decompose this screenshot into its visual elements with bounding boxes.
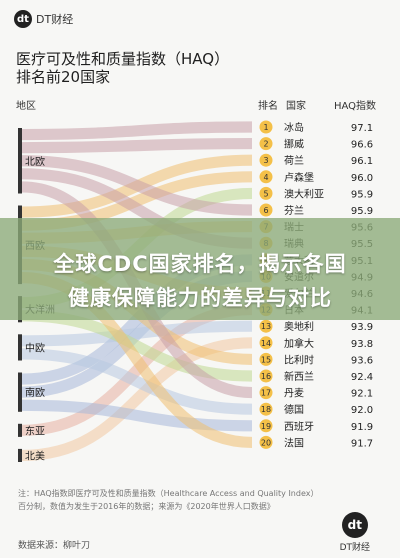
region-label-北欧: 北欧 [25, 156, 45, 168]
rank-header: 排名 [258, 101, 278, 112]
rank-label-16: 16 [261, 372, 271, 381]
rank-circle-4 [259, 170, 273, 184]
brand-mark-icon: dt [14, 10, 32, 28]
region-bar-北欧 [18, 128, 22, 194]
region-label-东亚: 东亚 [25, 424, 45, 437]
rank-circle-16 [259, 369, 273, 383]
haq-value-1: 97.1 [351, 123, 373, 134]
rank-label-13: 13 [261, 322, 271, 331]
bottom-brand-mark-icon: dt [341, 512, 368, 538]
rank-circle-13 [259, 319, 273, 333]
region-bar-北美 [18, 448, 22, 462]
country-label-14: 加拿大 [284, 337, 314, 350]
region-bar-中欧 [18, 334, 22, 361]
rank-label-3: 3 [263, 156, 268, 165]
flow-18 [21, 348, 253, 415]
rank-label-17: 17 [261, 389, 271, 398]
country-label-3: 荷兰 [284, 154, 304, 167]
rank-circle-15 [259, 352, 273, 366]
footnote-line-2: 百分制，数值为发生于2016年的数据；来源为《2020年世界人口数据》 [18, 502, 275, 511]
flow-14 [21, 337, 253, 462]
banner-line-2: 健康保障能力的差异与对比 [68, 286, 332, 310]
rank-circle-3 [259, 153, 273, 167]
rank-label-14: 14 [261, 339, 271, 348]
rank-label-20: 20 [261, 438, 271, 447]
region-label-北美: 北美 [25, 449, 45, 462]
rank-circle-14 [259, 336, 273, 350]
haq-value-4: 96.0 [351, 173, 373, 184]
country-label-18: 德国 [284, 403, 304, 416]
brand-name: DT财经 [36, 13, 74, 26]
country-label-13: 奥地利 [284, 320, 314, 333]
haq-value-5: 95.9 [351, 189, 373, 200]
rank-circle-19 [259, 419, 273, 433]
rank-circle-6 [259, 203, 273, 217]
rank-label-2: 2 [263, 140, 268, 149]
rank-label-19: 19 [261, 422, 271, 431]
haq-value-15: 93.6 [351, 355, 373, 366]
source-text: 数据来源：柳叶刀 [18, 541, 91, 551]
rank-label-15: 15 [261, 355, 271, 364]
footnote-line-1: 注：HAQ指数即医疗可及性和质量指数（Healthcare Access and… [18, 489, 319, 498]
bottom-brand-logo: dt DT财经 [340, 512, 370, 553]
flow-19 [21, 399, 253, 432]
flow-1 [21, 121, 253, 141]
rank-circle-2 [259, 137, 273, 151]
country-label-2: 挪威 [284, 138, 304, 151]
haq-value-18: 92.0 [351, 405, 373, 416]
haq-value-13: 93.9 [351, 322, 373, 333]
haq-value-17: 92.1 [351, 389, 373, 400]
headline-banner [0, 218, 400, 320]
rank-circle-1 [259, 120, 273, 134]
rank-circle-20 [259, 435, 273, 449]
haq-value-6: 95.9 [351, 206, 373, 217]
haq-value-20: 91.7 [351, 438, 373, 449]
rank-label-6: 6 [263, 206, 268, 215]
region-label-中欧: 中欧 [25, 341, 45, 354]
haq-header: HAQ指数 [334, 101, 377, 112]
rank-label-1: 1 [263, 123, 268, 132]
region-bar-南欧 [18, 372, 22, 412]
haq-value-19: 91.9 [351, 422, 373, 433]
country-label-5: 澳大利亚 [284, 187, 324, 200]
country-label-20: 法国 [284, 436, 304, 449]
country-label-4: 卢森堡 [284, 171, 314, 184]
country-label-16: 新西兰 [284, 370, 314, 383]
rank-circle-5 [259, 186, 273, 200]
region-bar-东亚 [18, 423, 22, 437]
brand-logo: dt DT财经 [14, 10, 73, 28]
haq-value-2: 96.6 [351, 140, 373, 151]
country-label-15: 比利时 [284, 354, 314, 366]
chart-title: 医疗可及性和质量指数（HAQ） [16, 50, 230, 68]
rank-label-5: 5 [263, 189, 268, 198]
rank-label-4: 4 [263, 173, 268, 182]
country-label-19: 西班牙 [284, 421, 314, 433]
region-header: 地区 [16, 101, 36, 112]
country-header: 国家 [286, 101, 306, 112]
bottom-brand-name: DT财经 [339, 543, 370, 553]
rank-circle-17 [259, 386, 273, 400]
banner-line-1: 全球CDC国家排名，揭示各国 [53, 252, 347, 276]
flow-13 [21, 320, 253, 347]
rank-label-18: 18 [261, 405, 271, 414]
flow-6 [21, 155, 253, 216]
flow-2 [21, 138, 253, 154]
haq-value-3: 96.1 [351, 156, 373, 167]
rank-circle-18 [259, 402, 273, 416]
country-label-1: 冰岛 [284, 121, 304, 134]
country-label-6: 芬兰 [284, 204, 304, 217]
country-label-17: 丹麦 [284, 388, 304, 400]
haq-value-14: 93.8 [351, 339, 373, 350]
chart-subtitle: 排名前20国家 [16, 68, 111, 86]
haq-value-16: 92.4 [351, 372, 373, 383]
region-label-南欧: 南欧 [25, 386, 45, 399]
